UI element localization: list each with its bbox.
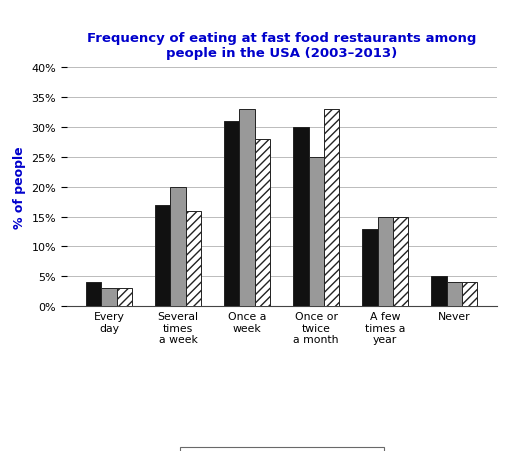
Bar [155, 205, 170, 307]
Legend: 2003, 2006, 2013: 2003, 2006, 2013 [180, 447, 383, 451]
Bar [117, 289, 132, 307]
Bar [86, 283, 101, 307]
Bar [462, 283, 477, 307]
Bar [432, 277, 446, 307]
Y-axis label: % of people: % of people [13, 146, 26, 228]
Bar [101, 289, 117, 307]
Bar [240, 110, 254, 307]
Bar [362, 229, 378, 307]
Bar [378, 217, 393, 307]
Bar [170, 187, 185, 307]
Bar [309, 157, 324, 307]
Bar [224, 121, 240, 307]
Bar [185, 211, 201, 307]
Bar [393, 217, 408, 307]
Bar [293, 127, 309, 307]
Bar [446, 283, 462, 307]
Bar [324, 110, 339, 307]
Title: Frequency of eating at fast food restaurants among
people in the USA (2003–2013): Frequency of eating at fast food restaur… [87, 32, 476, 60]
Bar [254, 139, 270, 307]
